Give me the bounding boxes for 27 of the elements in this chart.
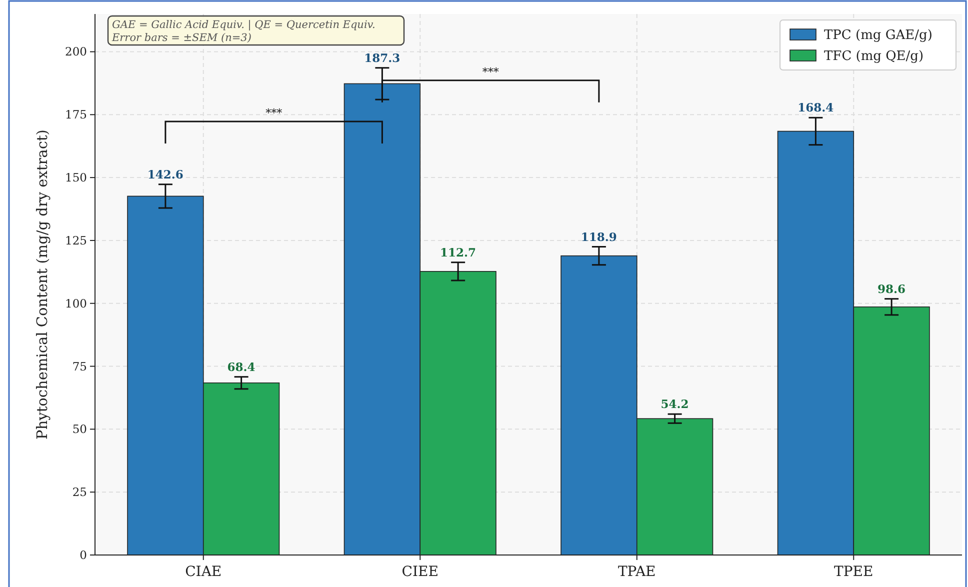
- data-label: 187.3: [364, 50, 400, 65]
- y-tick-label: 25: [72, 485, 87, 500]
- data-label: 142.6: [147, 167, 184, 182]
- legend-label: TPC (mg GAE/g): [824, 28, 932, 43]
- y-tick-label: 0: [80, 548, 87, 562]
- x-tick-label: CIEE: [402, 564, 438, 580]
- x-tick-label: TPAE: [618, 564, 656, 580]
- x-tick-label: CIAE: [185, 564, 222, 580]
- data-label: 54.2: [660, 397, 689, 412]
- y-tick-label: 100: [65, 296, 87, 310]
- y-tick-label: 200: [65, 44, 87, 59]
- x-tick-label: TPEE: [834, 564, 874, 580]
- y-tick-label: 125: [65, 233, 87, 248]
- data-label: 98.6: [878, 282, 906, 296]
- data-label: 112.7: [440, 245, 476, 260]
- y-axis-title: Phytochemical Content (mg/g dry extract): [35, 130, 51, 440]
- data-label: 168.4: [798, 100, 834, 115]
- data-label: 68.4: [227, 360, 256, 374]
- data-label: 118.9: [580, 230, 617, 244]
- y-tick-label: 175: [65, 108, 87, 122]
- annotation: ***: [266, 106, 283, 120]
- y-tick-label: 150: [65, 170, 87, 185]
- legend-label: TFC (mg QE/g): [824, 49, 924, 64]
- annotation: ***: [482, 65, 500, 78]
- y-tick-label: 50: [72, 422, 87, 436]
- annotation: GAE = Gallic Acid Equiv. | QE = Quercetin Equiv. Error bars = ±SEM (n=3): [111, 19, 376, 44]
- y-tick-label: 75: [72, 359, 87, 374]
